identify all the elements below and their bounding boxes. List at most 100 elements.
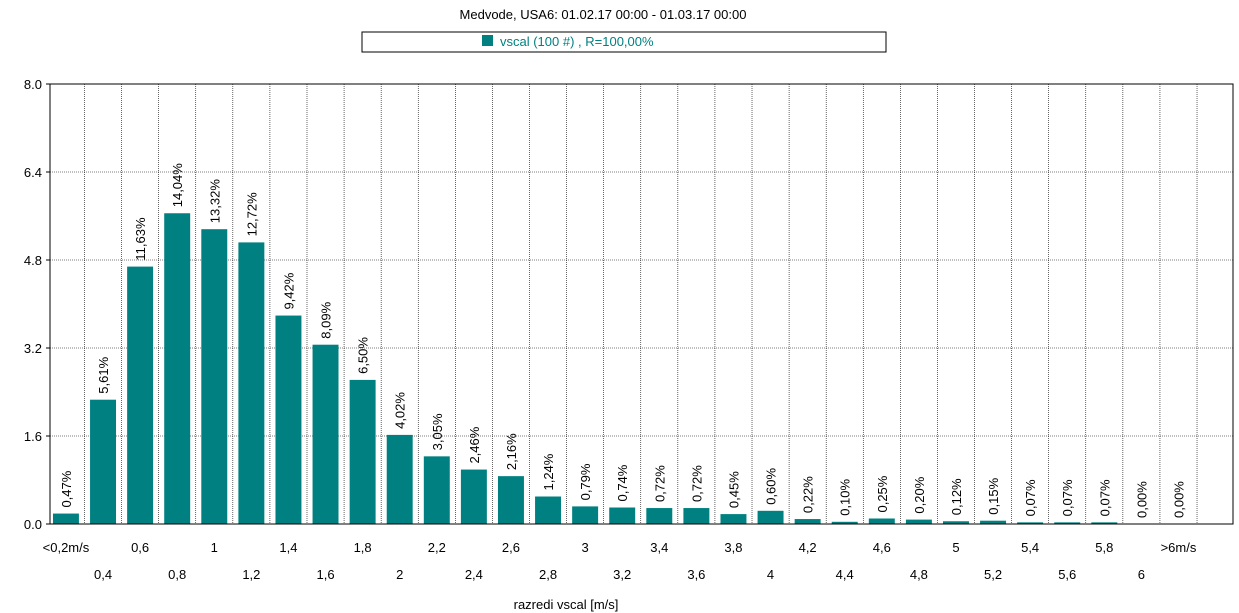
bar-data-label: 0,00% xyxy=(1171,481,1186,518)
legend: vscal (100 #) , R=100,00% xyxy=(361,31,887,53)
bar xyxy=(201,229,228,524)
x-tick-label: 5,6 xyxy=(1058,567,1076,582)
y-tick-label: 6.4 xyxy=(24,165,42,180)
x-tick-label: 1,6 xyxy=(316,567,334,582)
x-tick-label: 4,6 xyxy=(873,540,891,555)
bar-data-label: 0,74% xyxy=(615,464,630,501)
x-tick-label: 5,2 xyxy=(984,567,1002,582)
bar xyxy=(794,519,821,524)
bar xyxy=(868,518,895,524)
bar xyxy=(1091,522,1118,524)
bar xyxy=(90,399,117,524)
bar-data-label: 0,10% xyxy=(838,478,853,515)
bar xyxy=(1054,522,1081,524)
bar xyxy=(349,379,376,524)
x-tick-label: 2,6 xyxy=(502,540,520,555)
bar-data-label: 0,22% xyxy=(801,476,816,513)
bar xyxy=(572,506,599,524)
x-tick-label: 1 xyxy=(211,540,218,555)
bar xyxy=(609,507,636,524)
bar xyxy=(386,434,413,524)
grid xyxy=(50,83,1233,525)
x-tick-label: 5,8 xyxy=(1095,540,1113,555)
bar xyxy=(831,521,858,524)
x-tick-label: 2,8 xyxy=(539,567,557,582)
bar xyxy=(497,476,524,524)
x-tick-label: 4,2 xyxy=(799,540,817,555)
x-tick-label: 6 xyxy=(1138,567,1145,582)
x-tick-label: 3 xyxy=(582,540,589,555)
bar xyxy=(1017,522,1044,524)
x-tick-label: 2 xyxy=(396,567,403,582)
bar-data-label: 2,16% xyxy=(504,433,519,470)
x-tick-label: 1,4 xyxy=(279,540,297,555)
y-tick-label: 0.0 xyxy=(24,517,42,532)
bar-data-label: 0,20% xyxy=(912,476,927,513)
bar-labels: 0,47% 5,61% 11,63% 14,04% 13,32% 12,72% 9,42% 8… xyxy=(59,163,1187,518)
x-tick-label: 4,8 xyxy=(910,567,928,582)
x-tick-label: 0,6 xyxy=(131,540,149,555)
x-tick-label: 3,4 xyxy=(650,540,668,555)
legend-entry: vscal (100 #) , R=100,00% xyxy=(500,34,654,49)
bar-data-label: 0,60% xyxy=(764,467,779,504)
bar-data-label: 0,72% xyxy=(689,465,704,502)
bar-data-label: 0,79% xyxy=(578,463,593,500)
bar xyxy=(683,508,710,524)
bars xyxy=(52,213,1118,524)
bar xyxy=(164,213,191,524)
bar-data-label: 0,07% xyxy=(1023,479,1038,516)
bar-data-label: 4,02% xyxy=(393,392,408,429)
y-axis: 0.0 1.6 3.2 4.8 6.4 8.0 xyxy=(24,77,50,532)
x-tick-label: 3,8 xyxy=(724,540,742,555)
x-tick-label: 3,2 xyxy=(613,567,631,582)
x-tick-label: 5 xyxy=(952,540,959,555)
y-tick-label: 3.2 xyxy=(24,341,42,356)
x-tick-label: 0,4 xyxy=(94,567,112,582)
x-tick-label: 2,2 xyxy=(428,540,446,555)
bar-data-label: 0,07% xyxy=(1097,479,1112,516)
y-tick-label: 8.0 xyxy=(24,77,42,92)
x-tick-label: 2,4 xyxy=(465,567,483,582)
bar xyxy=(980,520,1007,524)
bar xyxy=(238,242,265,524)
bar-data-label: 12,72% xyxy=(244,192,259,237)
bar xyxy=(757,510,784,524)
x-tick-label: 1,2 xyxy=(242,567,260,582)
bar xyxy=(720,514,747,524)
bar xyxy=(905,519,932,524)
bar xyxy=(535,496,562,524)
bar xyxy=(127,266,154,524)
bar-data-label: 0,15% xyxy=(986,477,1001,514)
bar-data-label: 0,45% xyxy=(726,471,741,508)
bar-data-label: 0,25% xyxy=(875,475,890,512)
bar-data-label: 3,05% xyxy=(430,413,445,450)
bar-data-label: 8,09% xyxy=(319,301,334,338)
x-tick-label: 5,4 xyxy=(1021,540,1039,555)
x-axis-label: razredi vscal [m/s] xyxy=(514,597,619,612)
plot-background xyxy=(50,84,1233,524)
bar xyxy=(942,521,969,524)
bar-data-label: 1,24% xyxy=(541,453,556,490)
plot-frame xyxy=(49,83,1234,525)
bar-data-label: 9,42% xyxy=(281,272,296,309)
bar-data-label: 2,46% xyxy=(467,426,482,463)
bar-data-label: 0,07% xyxy=(1060,479,1075,516)
x-tick-label: >6m/s xyxy=(1161,540,1197,555)
bar xyxy=(52,513,79,524)
bar-data-label: 11,63% xyxy=(133,217,148,261)
bar xyxy=(423,456,450,524)
x-tick-label: 4 xyxy=(767,567,774,582)
y-tick-label: 1.6 xyxy=(24,429,42,444)
bar xyxy=(646,508,673,524)
bar-data-label: 0,47% xyxy=(59,470,74,507)
y-tick-label: 4.8 xyxy=(24,253,42,268)
bar-data-label: 14,04% xyxy=(170,163,185,208)
x-tick-label: 0,8 xyxy=(168,567,186,582)
x-tick-label: <0,2m/s xyxy=(43,540,90,555)
x-tick-label: 4,4 xyxy=(836,567,854,582)
x-tick-label: 1,8 xyxy=(354,540,372,555)
x-tick-label: 3,6 xyxy=(687,567,705,582)
bar-data-label: 5,61% xyxy=(96,356,111,393)
bar-data-label: 13,32% xyxy=(207,179,222,224)
